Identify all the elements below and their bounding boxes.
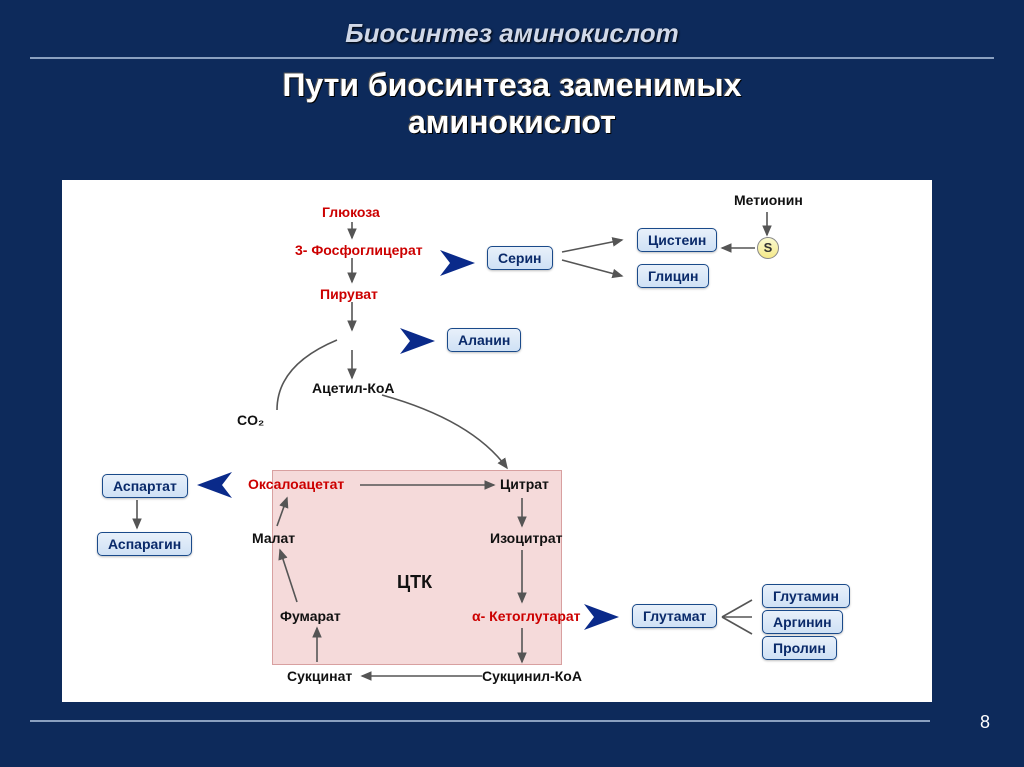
footer-divider — [30, 720, 930, 722]
box-asparagine: Аспарагин — [97, 532, 192, 556]
box-glutamate: Глутамат — [632, 604, 717, 628]
node-succinate: Сукцинат — [287, 668, 352, 684]
page-number: 8 — [980, 712, 990, 733]
node-citrate: Цитрат — [500, 476, 549, 492]
node-succinylcoa: Сукцинил-КоА — [482, 668, 582, 684]
node-methionine: Метионин — [734, 192, 803, 208]
tca-cycle-box — [272, 470, 562, 665]
box-aspartate: Аспартат — [102, 474, 188, 498]
node-glucose: Глюкоза — [322, 204, 380, 220]
slide-title: Биосинтез аминокислот — [0, 0, 1024, 49]
biosynthesis-diagram: Глюкоза 3- Фосфоглицерат Пируват Ацетил-… — [62, 180, 932, 702]
node-fumarate: Фумарат — [280, 608, 341, 624]
box-glycine: Глицин — [637, 264, 709, 288]
node-acetylcoa: Ацетил-КоА — [312, 380, 395, 396]
subtitle-line2: аминокислот — [408, 104, 616, 140]
node-s-circle: S — [757, 237, 779, 259]
node-3pg: 3- Фосфоглицерат — [295, 242, 423, 258]
slide-subtitle: Пути биосинтеза заменимых аминокислот — [0, 67, 1024, 141]
box-alanine: Аланин — [447, 328, 521, 352]
box-proline: Пролин — [762, 636, 837, 660]
tca-label: ЦТК — [397, 572, 432, 593]
box-glutamine: Глутамин — [762, 584, 850, 608]
node-malate: Малат — [252, 530, 295, 546]
title-divider — [30, 57, 994, 59]
box-serine: Серин — [487, 246, 553, 270]
node-akg: α- Кетоглутарат — [472, 608, 581, 624]
subtitle-line1: Пути биосинтеза заменимых — [283, 67, 742, 103]
node-isocitrate: Изоцитрат — [490, 530, 563, 546]
box-arginine: Аргинин — [762, 610, 843, 634]
box-cysteine: Цистеин — [637, 228, 717, 252]
node-pyruvate: Пируват — [320, 286, 378, 302]
node-co2: CO₂ — [237, 412, 264, 428]
node-oxaloacetate: Оксалоацетат — [248, 476, 344, 492]
